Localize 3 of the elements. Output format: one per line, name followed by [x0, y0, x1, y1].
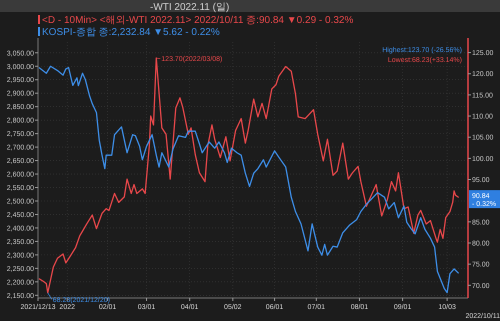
title: -WTI 2022.11 (일) — [150, 2, 230, 13]
legend-item: KOSPI-종합 종:2,232.84 ▼5.62 - 0.22% — [38, 27, 220, 38]
legend-item: <D - 10Min> <해외-WTI 2022.11> 2022/10/11 종:90.84 ▼0.29 - 0.32% — [38, 15, 354, 26]
